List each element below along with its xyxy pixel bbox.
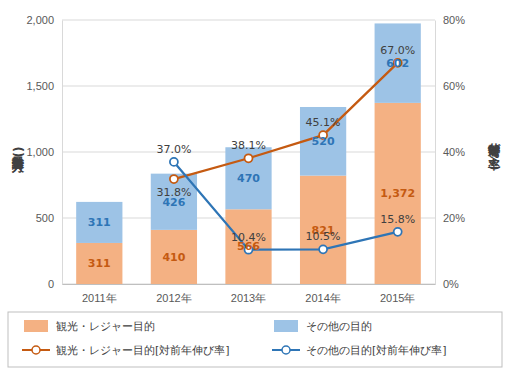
y2-tick: 20%: [435, 212, 465, 224]
x-axis-line: [63, 284, 436, 285]
x-tick: 2014年: [305, 284, 340, 304]
y-axis: 0 500 1,000 1,500 2,000: [26, 14, 62, 290]
legend-label: その他の目的[対前年伸び率]: [306, 344, 447, 357]
legend-swatch: [24, 320, 48, 332]
plot-marks: [76, 23, 421, 284]
line-label: 10.4%: [231, 231, 266, 244]
line-marker: [170, 175, 178, 183]
legend: 観光・レジャー目的 その他の目的観光・レジャー目的[対前年伸び率] その他の目的[対…: [8, 312, 502, 367]
grid: [62, 20, 435, 284]
y2-tick-label: 60%: [443, 80, 465, 92]
legend-marker: [32, 346, 40, 354]
y2-tick: 0%: [435, 278, 459, 290]
bar: [225, 209, 271, 284]
data-labels: 3114105668211,37231142647052060231.8%38.…: [88, 44, 415, 270]
line: [174, 63, 398, 179]
bar: [375, 103, 421, 284]
bar-label: 520: [312, 135, 335, 148]
x-tick-label: 2014年: [305, 292, 340, 304]
legend-label: 観光・レジャー目的[対前年伸び率]: [56, 344, 230, 357]
y-tick-label: 1,000: [26, 146, 54, 158]
x-tick: 2011年: [82, 284, 117, 304]
y-tick-label: 1,500: [26, 80, 54, 92]
y2-tick-label: 20%: [443, 212, 465, 224]
legend-box: [8, 312, 502, 367]
bar: [375, 23, 421, 102]
y-tick-label: 500: [36, 212, 54, 224]
legend-label: 観光・レジャー目的: [56, 320, 155, 333]
x-tick-label: 2013年: [231, 292, 266, 304]
line-label: 67.0%: [380, 44, 415, 57]
line-label: 10.5%: [306, 230, 341, 243]
y-tick: 1,500: [26, 80, 62, 92]
line-marker: [394, 228, 402, 236]
bar-label: 470: [237, 172, 260, 185]
bar-label: 311: [88, 216, 111, 229]
y2-tick: 60%: [435, 80, 465, 92]
bar-label: 1,372: [380, 187, 415, 200]
line-marker: [245, 154, 253, 162]
x-tick-label: 2011年: [82, 292, 117, 304]
y-tick-label: 0: [48, 278, 54, 290]
y-tick: 500: [36, 212, 62, 224]
legend-item: 観光・レジャー目的[対前年伸び率]: [22, 344, 230, 357]
bar: [76, 243, 122, 284]
x-tick-label: 2012年: [156, 292, 191, 304]
bar: [225, 147, 271, 209]
y2-tick-label: 80%: [443, 14, 465, 26]
line-label: 15.8%: [380, 213, 415, 226]
bar-label: 410: [162, 251, 185, 264]
y2-tick-label: 40%: [443, 146, 465, 158]
y-tick: 0: [48, 278, 62, 290]
y-axis-line: [62, 21, 63, 285]
x-tick: 2013年: [231, 284, 266, 304]
y-tick-label: 2,000: [26, 14, 54, 26]
bar-label: 311: [88, 257, 111, 270]
line-label: 45.1%: [306, 116, 341, 129]
legend-swatch: [274, 320, 298, 332]
y2-tick: 80%: [435, 14, 465, 26]
line-marker: [319, 245, 327, 253]
legend-item: その他の目的[対前年伸び率]: [272, 344, 447, 357]
bar: [76, 202, 122, 243]
chart-svg: 05001,0001,5002,0000%20%40%60%80%2011年20…: [0, 0, 510, 375]
y-axis-title: 訪日外客数(万人): [11, 147, 25, 174]
legend-item: 観光・レジャー目的: [24, 320, 155, 333]
y2-tick: 40%: [435, 146, 465, 158]
y2-tick-label: 0%: [443, 278, 459, 290]
y2-axis-line: [435, 21, 436, 285]
line-label: 37.0%: [156, 143, 191, 156]
bar-label: 602: [386, 57, 409, 70]
y2-axis: 0% 20% 40% 60% 80%: [435, 14, 465, 290]
y-tick: 2,000: [26, 14, 62, 26]
y-tick: 1,000: [26, 146, 62, 158]
legend-marker: [282, 346, 290, 354]
line-marker: [170, 158, 178, 166]
bar: [151, 230, 197, 284]
x-tick-label: 2015年: [380, 292, 415, 304]
legend-item: その他の目的: [274, 320, 372, 333]
line-label: 31.8%: [156, 186, 191, 199]
x-axis: 2011年 2012年 2013年 2014年 2015年: [63, 284, 436, 304]
bar: [300, 176, 346, 284]
x-tick: 2015年: [380, 284, 415, 304]
x-tick: 2012年: [156, 284, 191, 304]
line: [174, 162, 398, 250]
grid-line: [62, 20, 435, 21]
y2-axis-title: 対前年伸び率(%): [487, 134, 501, 171]
line-label: 38.1%: [231, 139, 266, 152]
legend-label: その他の目的: [306, 320, 372, 333]
